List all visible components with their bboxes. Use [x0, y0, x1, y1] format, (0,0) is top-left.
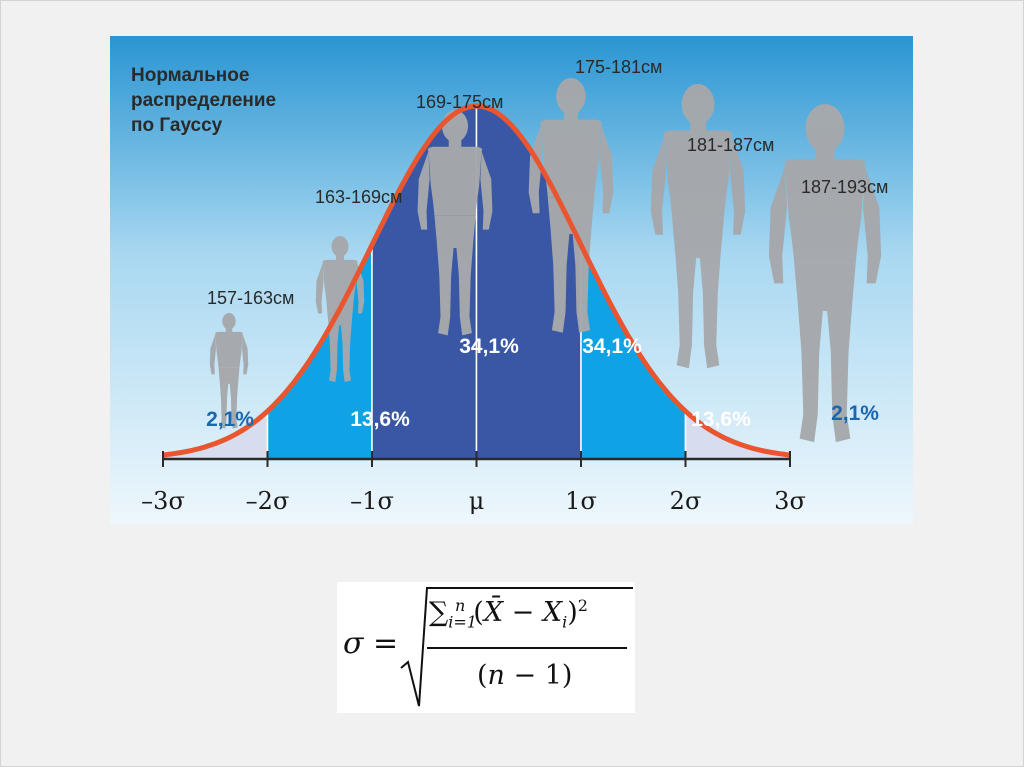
numer-power: 2 [577, 596, 588, 615]
height-range-label-1: 163-169см [315, 187, 402, 207]
gauss-chart: –3σ –2σ –1σ μ 1σ 2σ 3σ Нормальное распределени… [110, 36, 913, 524]
numer-close-paren: ) [567, 597, 578, 628]
chart-svg: –3σ –2σ –1σ μ 1σ 2σ 3σ Нормальное распределени… [110, 36, 913, 524]
band-percent-5: 2,1% [831, 402, 879, 425]
mean-x: X̄ [483, 597, 504, 628]
height-range-label-4: 181-187см [687, 135, 774, 155]
x-tick-label-0: –3σ [141, 487, 185, 515]
height-range-label-0: 157-163см [207, 288, 294, 308]
chart-title-line-1: Нормальное [131, 65, 249, 86]
denom-rest: − 1) [504, 660, 573, 691]
x-tick-label-3: μ [469, 487, 485, 515]
height-range-label-5: 187-193см [801, 177, 888, 197]
chart-title-line-2: распределение [131, 90, 276, 111]
gauss-curve [162, 103, 791, 458]
height-range-label-3: 175-181см [575, 57, 662, 77]
formula-equals: = [373, 626, 399, 661]
formula-sigma: σ [343, 626, 364, 661]
formula-denominator: (n − 1) [477, 660, 572, 691]
radical-bar [437, 587, 633, 589]
sample-index: i [562, 612, 568, 632]
sum-lower-index: i=1 [448, 612, 477, 632]
numer-open-paren: ( [473, 597, 484, 628]
band-percent-1: 13,6% [350, 408, 410, 431]
x-tick-label-4: 1σ [565, 487, 597, 515]
height-range-label-2: 169-175см [416, 92, 503, 112]
x-tick-label-1: –2σ [246, 487, 290, 515]
band-percent-3: 34,1% [582, 335, 642, 358]
denom-open-paren: ( [477, 660, 488, 691]
sum-upper-index: n [454, 596, 466, 615]
x-tick-label-6: 3σ [774, 487, 806, 515]
formula-numerator: ∑i=1n (X̄ − Xi)2 [429, 596, 588, 631]
band-labels: 2,1% 157-163см 13,6% 163-169см 34,1% 169-175с… [206, 57, 888, 431]
band-percent-4: 13,6% [691, 408, 751, 431]
band-percent-2: 34,1% [459, 335, 519, 358]
sample-x: X [542, 597, 563, 628]
radical-sign-icon [400, 587, 439, 707]
x-tick-label-5: 2σ [670, 487, 702, 515]
x-axis: –3σ –2σ –1σ μ 1σ 2σ 3σ [141, 451, 806, 515]
fraction-line [427, 647, 627, 649]
band-percent-0: 2,1% [206, 408, 254, 431]
numer-minus: − [503, 597, 543, 628]
denom-n: n [487, 660, 505, 691]
curve-line [162, 103, 791, 458]
sum-symbol: ∑ [429, 597, 449, 628]
chart-title-line-3: по Гауссу [131, 115, 223, 136]
x-tick-label-2: –1σ [350, 487, 394, 515]
std-deviation-formula: σ = ∑i=1n (X̄ − Xi)2 (n − 1) [337, 582, 635, 713]
